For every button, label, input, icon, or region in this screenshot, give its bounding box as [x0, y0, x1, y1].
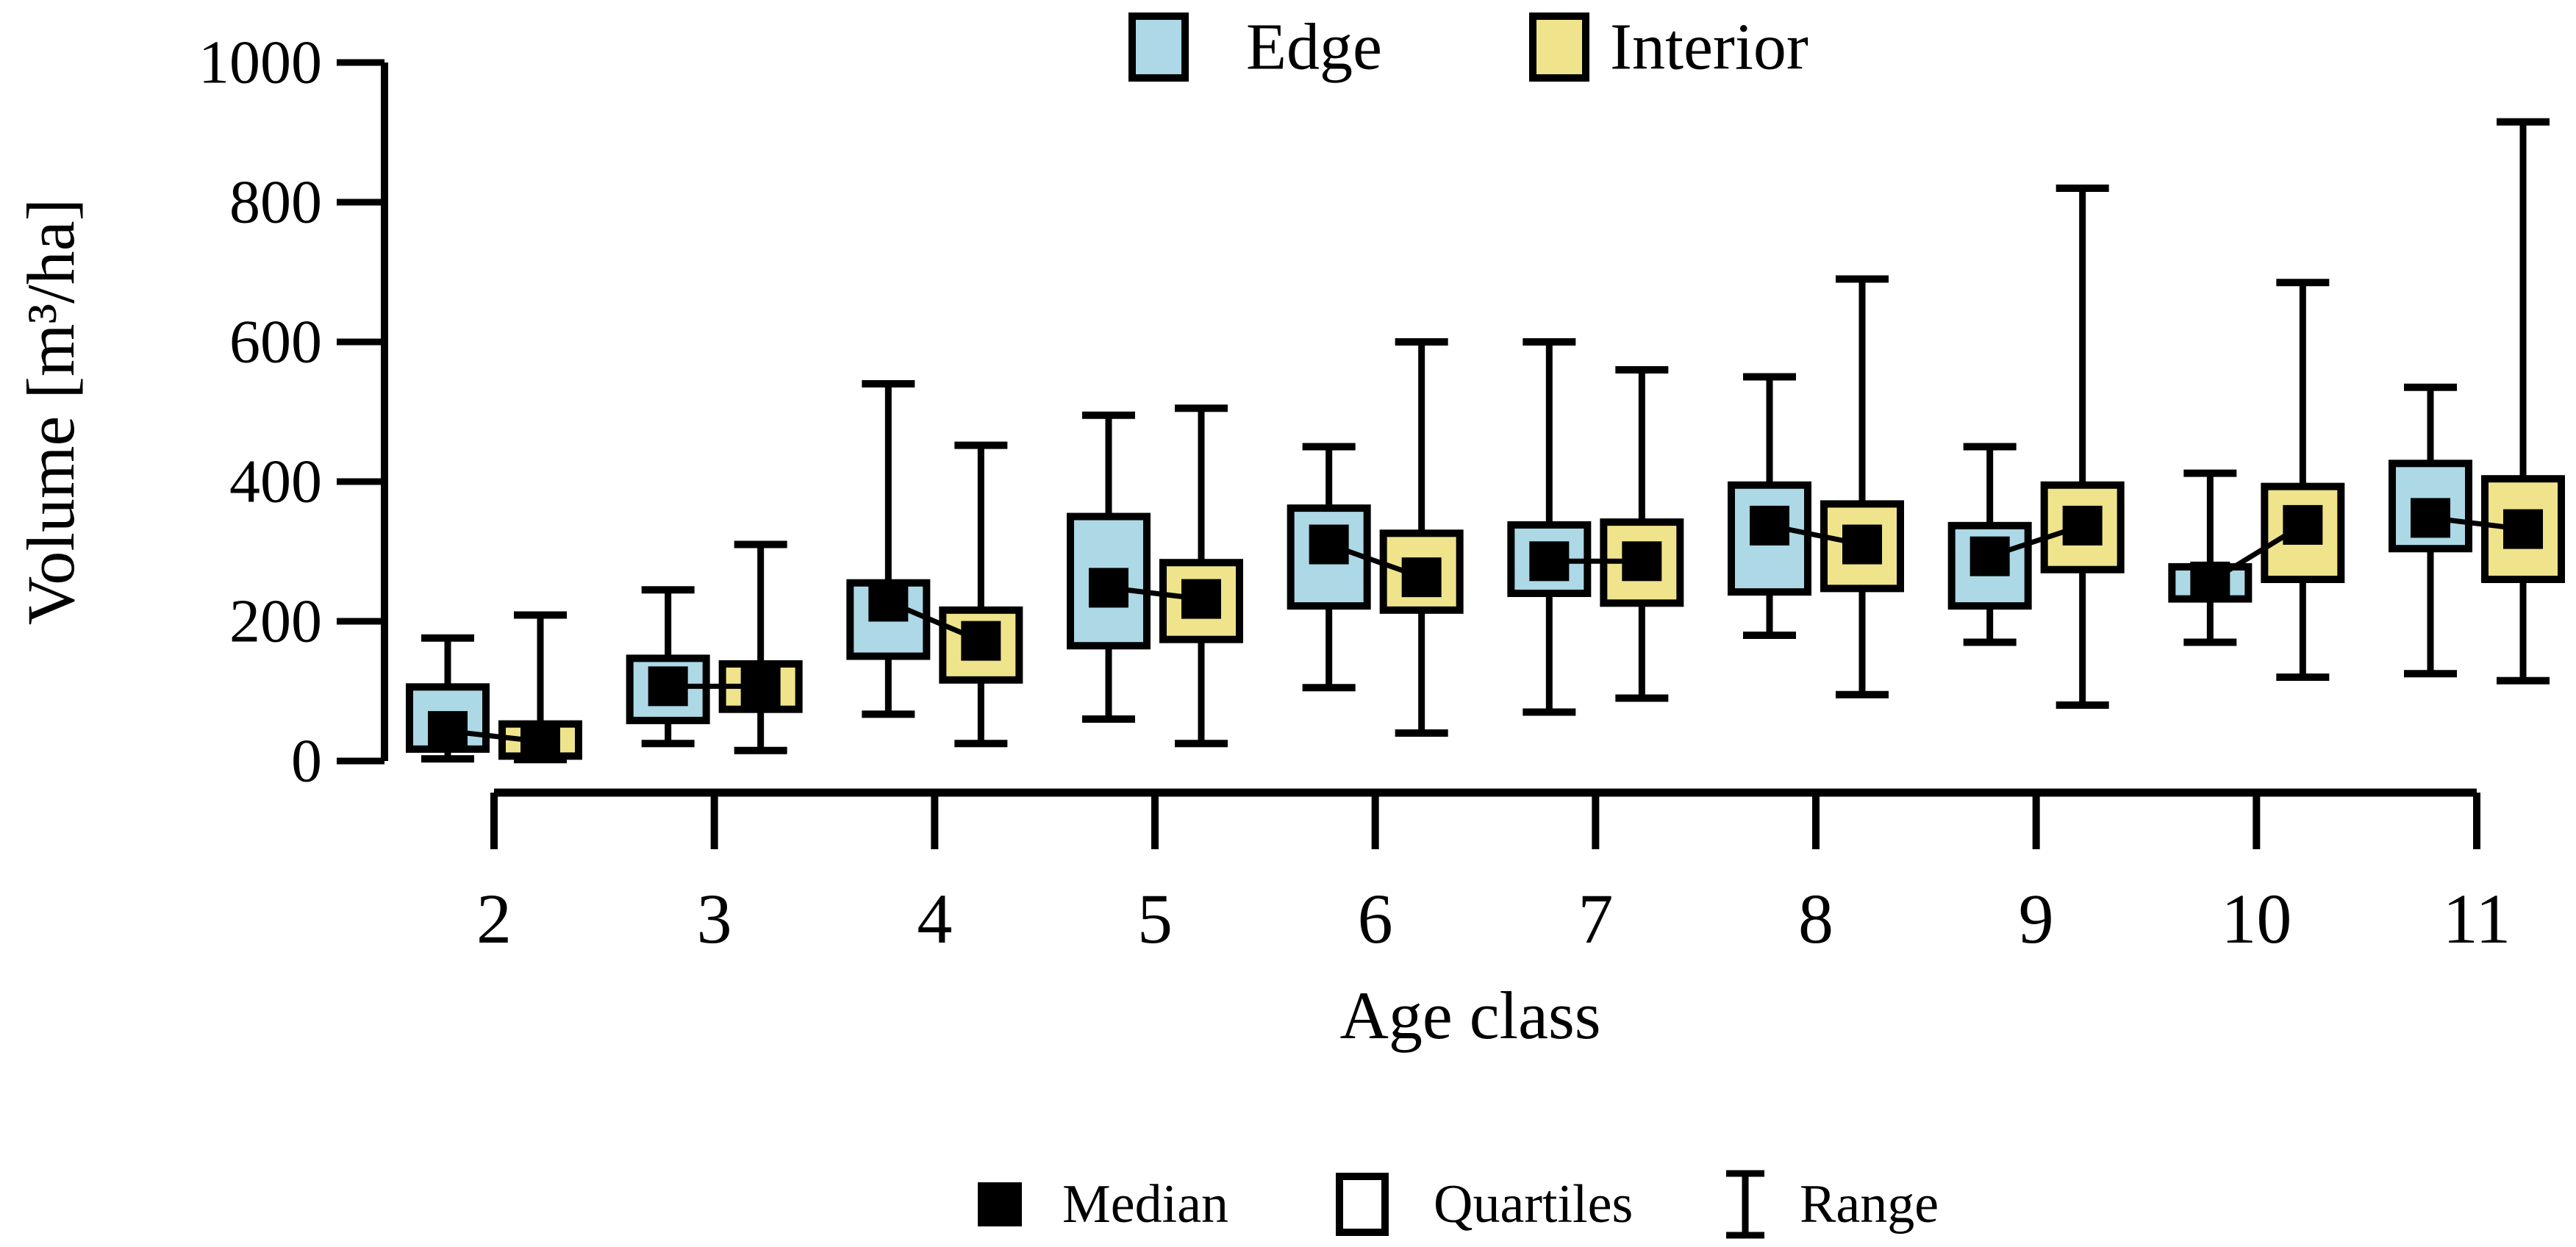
median-symbol-label: Median [1062, 1174, 1228, 1235]
x-tick-label: 6 [1358, 879, 1393, 958]
x-tick-label: 11 [2443, 879, 2511, 958]
quartile-box [1379, 529, 1464, 614]
x-tick-label: 10 [2221, 879, 2291, 958]
x-tick-label: 7 [1578, 879, 1613, 958]
y-tick-label: 400 [229, 448, 322, 516]
median-square-edge [2190, 561, 2230, 601]
legend-edge-swatch [1128, 12, 1189, 82]
median-square-edge [1529, 541, 1570, 582]
box-group-interior-3 [718, 540, 803, 754]
median-square-edge [868, 582, 909, 622]
median-square-interior [2503, 509, 2544, 549]
quartiles-symbol-label: Quartiles [1434, 1174, 1633, 1235]
box-group-interior-5 [1159, 404, 1244, 748]
x-axis: 2 3 4 5 6 7 8 9 10 11 [476, 788, 2511, 958]
quartile-box [1728, 481, 1812, 596]
boxes-layer [406, 118, 2566, 764]
median-square-edge [428, 711, 468, 751]
box-group-interior-7 [1600, 366, 1684, 702]
y-axis: 0 200 400 600 800 1000 [198, 29, 388, 796]
median-square-edge [2411, 498, 2451, 538]
legend-interior-swatch [1529, 12, 1589, 82]
median-square-interior [1622, 541, 1662, 582]
median-square-edge [1089, 568, 1129, 608]
legend-top: Edge Interior [1128, 11, 1808, 84]
median-square-interior [740, 666, 781, 707]
x-tick-label: 2 [476, 879, 512, 958]
median-symbol-icon [978, 1182, 1022, 1226]
x-axis-title: Age class [1339, 978, 1600, 1053]
y-tick-label: 1000 [198, 29, 322, 97]
quartiles-symbol-icon [1336, 1173, 1389, 1236]
box-group-interior-4 [939, 441, 1023, 748]
y-tick-label: 0 [291, 727, 322, 796]
median-square-edge [1750, 505, 1790, 546]
box-group-interior-10 [2261, 279, 2345, 681]
median-square-edge [1969, 536, 2010, 576]
x-tick-label: 4 [917, 879, 952, 958]
legend-interior-label: Interior [1610, 11, 1808, 84]
box-group-interior-9 [2040, 185, 2125, 709]
median-square-interior [520, 721, 560, 762]
box-group-edge-6 [1287, 443, 1371, 692]
range-symbol-label: Range [1800, 1174, 1939, 1235]
median-square-edge [1309, 524, 1349, 565]
x-tick-label: 8 [1798, 879, 1833, 958]
median-square-interior [2283, 504, 2323, 545]
legend-edge-label: Edge [1246, 11, 1382, 84]
box-group-edge-4 [846, 380, 931, 718]
y-tick-label: 600 [229, 308, 322, 376]
box-group-edge-7 [1507, 338, 1592, 716]
median-square-edge [648, 666, 688, 707]
box-group-interior-11 [2481, 118, 2566, 685]
median-square-interior [2062, 505, 2103, 546]
median-square-interior [1181, 579, 1222, 619]
y-tick-label: 200 [229, 587, 322, 656]
x-tick-label: 5 [1137, 879, 1173, 958]
legend-bottom: Median Quartiles Range [978, 1170, 1939, 1239]
box-group-interior-8 [1820, 275, 1905, 698]
box-group-edge-5 [1067, 411, 1151, 723]
range-symbol-icon [1726, 1170, 1764, 1239]
y-axis-title: Volume [m³/ha] [13, 199, 88, 625]
x-tick-label: 9 [2019, 879, 2054, 958]
x-tick-label: 3 [697, 879, 732, 958]
box-group-edge-10 [2168, 469, 2253, 646]
median-square-interior [1842, 524, 1883, 565]
box-group-interior-6 [1379, 338, 1464, 737]
median-square-interior [961, 621, 1001, 661]
median-square-interior [1401, 557, 1442, 598]
y-tick-label: 800 [229, 168, 322, 237]
